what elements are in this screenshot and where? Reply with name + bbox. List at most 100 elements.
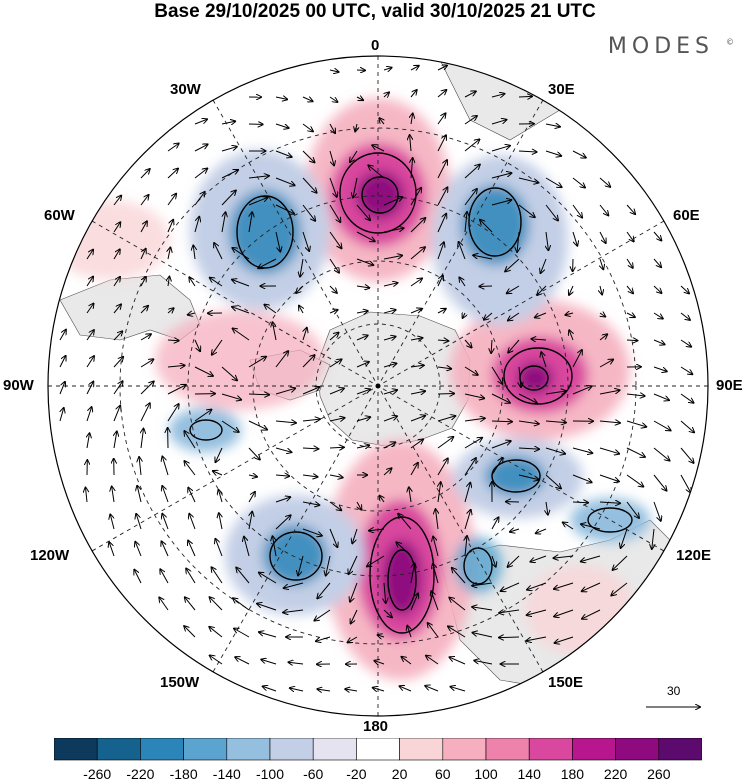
wind-vector bbox=[437, 214, 446, 233]
wind-vector bbox=[491, 146, 510, 152]
wind-vector bbox=[541, 352, 547, 368]
wind-vector bbox=[680, 474, 691, 493]
wind-vector bbox=[356, 362, 369, 368]
negative-center-110W bbox=[169, 408, 241, 452]
wind-vector bbox=[113, 222, 120, 233]
wind-vector bbox=[210, 597, 223, 611]
wind-vector bbox=[188, 488, 196, 503]
wind-vector bbox=[248, 198, 268, 206]
wind-vector bbox=[626, 258, 633, 268]
wind-vector bbox=[410, 135, 411, 152]
wind-vector bbox=[572, 474, 592, 482]
wind-vector bbox=[491, 421, 512, 422]
wind-vector bbox=[384, 582, 386, 603]
colorbar-swatch-4 bbox=[226, 738, 271, 761]
wind-vector bbox=[378, 635, 385, 637]
wind-vector bbox=[215, 539, 223, 557]
lon-label-90e: 90E bbox=[716, 377, 743, 394]
wind-vector bbox=[160, 569, 169, 584]
wind-vector bbox=[86, 304, 94, 314]
wind-vector bbox=[244, 537, 250, 557]
wind-vector bbox=[275, 388, 295, 395]
wind-vector bbox=[221, 212, 226, 233]
wind-vector bbox=[248, 176, 269, 178]
wind-vector bbox=[379, 118, 384, 125]
wind-vector bbox=[653, 258, 661, 267]
wind-vector bbox=[140, 359, 153, 368]
wind-vector bbox=[437, 394, 454, 395]
lon-label-120w: 120W bbox=[30, 547, 70, 564]
wind-vector bbox=[302, 204, 315, 221]
wind-vector bbox=[348, 636, 358, 642]
wind-vector bbox=[599, 474, 619, 482]
wind-vector bbox=[653, 393, 669, 400]
wind-vector bbox=[356, 231, 375, 241]
wind-vector bbox=[213, 471, 223, 475]
colorbar-swatch-2 bbox=[140, 738, 184, 761]
colorbar-swatch-5 bbox=[269, 738, 314, 761]
wind-vector bbox=[275, 97, 287, 99]
wind-vector bbox=[599, 421, 620, 423]
map-boundary bbox=[47, 55, 709, 717]
wind-vector bbox=[140, 403, 150, 422]
wind-vector bbox=[193, 246, 195, 260]
wind-vector bbox=[194, 217, 199, 233]
wind-vector bbox=[184, 461, 196, 476]
wind-vector bbox=[599, 360, 613, 368]
wind-vector bbox=[572, 447, 592, 453]
colorbar-swatch-10 bbox=[485, 738, 530, 761]
wind-vector bbox=[140, 306, 148, 314]
wind-vector bbox=[350, 150, 358, 162]
colorbar-swatch-12 bbox=[572, 738, 616, 761]
wind-vector bbox=[433, 537, 439, 557]
wind-vector bbox=[531, 339, 547, 340]
wind-vector bbox=[356, 311, 368, 313]
wind-vector bbox=[410, 66, 419, 70]
wind-vector bbox=[232, 280, 250, 287]
wind-vector bbox=[135, 542, 142, 557]
wind-vector bbox=[137, 486, 142, 503]
wind-vector bbox=[599, 334, 607, 341]
wind-vector bbox=[572, 204, 582, 218]
wind-vector bbox=[410, 338, 422, 340]
wind-vector bbox=[491, 458, 503, 476]
wind-vector bbox=[159, 598, 169, 611]
colorbar-tick-label: -60 bbox=[303, 766, 324, 782]
wind-vector bbox=[508, 339, 520, 353]
lon-label-90w: 90W bbox=[3, 377, 34, 394]
wind-vector bbox=[140, 169, 150, 179]
wind-vector bbox=[517, 231, 519, 252]
wind-vector bbox=[572, 386, 592, 395]
lon-label-120e: 120E bbox=[676, 547, 712, 564]
wind-vector bbox=[216, 447, 223, 462]
negative-center-40W-core bbox=[229, 190, 301, 274]
wind-vector bbox=[491, 94, 504, 97]
wind-vector bbox=[437, 66, 447, 71]
wind-vector bbox=[259, 632, 277, 638]
wind-vector bbox=[345, 689, 358, 691]
wind-vector bbox=[499, 610, 520, 613]
lon-label-30e: 30E bbox=[548, 81, 575, 98]
wind-vector bbox=[536, 528, 547, 533]
wind-vector bbox=[113, 249, 120, 260]
wind-vector bbox=[653, 312, 663, 319]
wind-vector bbox=[356, 445, 369, 448]
wind-vector bbox=[86, 356, 94, 368]
wind-vector bbox=[302, 387, 320, 395]
wind-vector bbox=[459, 278, 466, 287]
wind-vector bbox=[113, 331, 122, 341]
wind-vector bbox=[518, 393, 537, 403]
negative-center-120E-east bbox=[570, 498, 650, 542]
wind-vector bbox=[329, 528, 337, 547]
wind-vector bbox=[425, 686, 439, 692]
wind-vector bbox=[302, 448, 318, 449]
wind-vector bbox=[411, 158, 413, 179]
colorbar-tick-label: -20 bbox=[346, 766, 367, 782]
wind-vector bbox=[188, 313, 196, 315]
wind-vector bbox=[372, 145, 385, 152]
weak-positive-140E bbox=[525, 565, 635, 655]
wind-vector bbox=[545, 204, 558, 220]
wind-vector bbox=[428, 623, 439, 638]
wind-vector bbox=[437, 459, 448, 476]
wind-vector bbox=[329, 150, 334, 165]
